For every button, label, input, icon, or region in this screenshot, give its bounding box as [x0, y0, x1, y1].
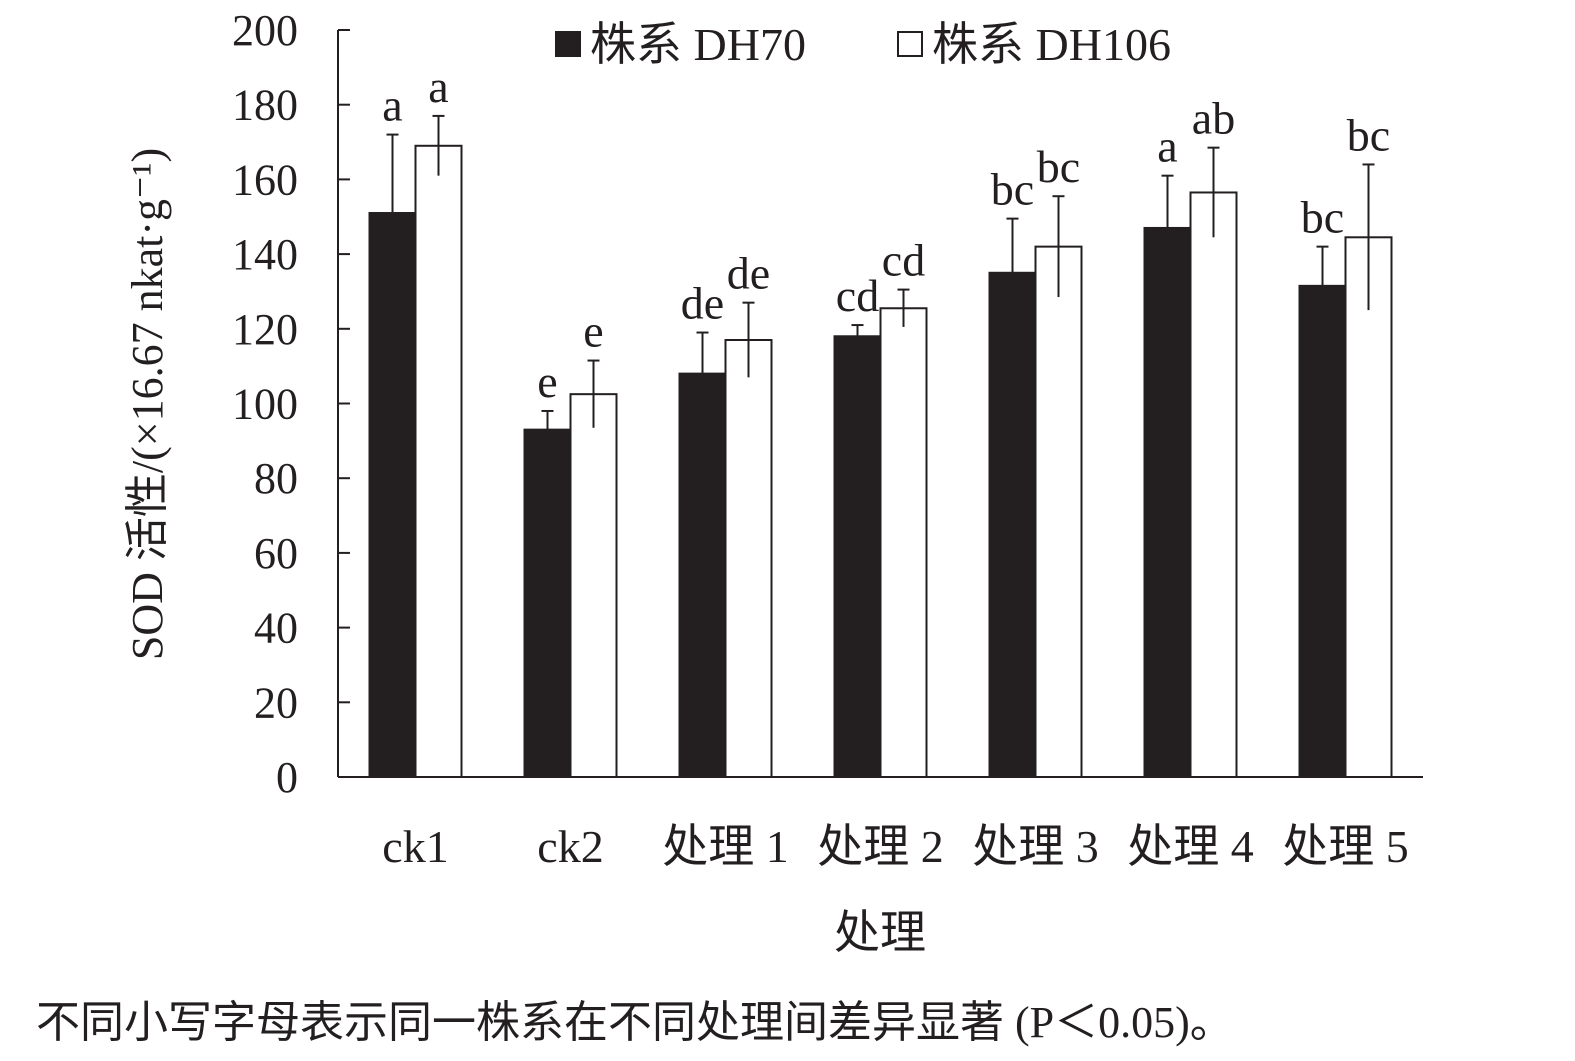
bar-dh106 — [1344, 236, 1393, 779]
x-tick-label: 处理 1 — [662, 821, 789, 872]
y-tick-label: 80 — [254, 454, 298, 503]
y-tick-label: 140 — [232, 230, 298, 279]
legend-label-dh106: 株系 DH106 — [932, 19, 1171, 70]
y-tick-label: 20 — [254, 678, 298, 727]
bar-dh70 — [1298, 284, 1347, 778]
significance-letter: bc — [1037, 141, 1080, 192]
y-tick-label: 0 — [276, 753, 298, 802]
y-ticks: 0 20 40 60 80 100 120 140 160 180 200 — [232, 6, 350, 802]
y-axis-label: SOD 活性/(×16.67 nkat·g⁻¹) — [123, 148, 172, 660]
legend: 株系 DH70 株系 DH106 — [555, 19, 1171, 70]
legend-label-dh70: 株系 DH70 — [590, 19, 806, 70]
significance-letter: bc — [1301, 192, 1344, 243]
bar-dh106 — [879, 307, 928, 778]
x-axis-label: 处理 — [834, 907, 926, 958]
significance-letter: e — [583, 306, 603, 357]
bar-dh106 — [724, 339, 773, 778]
bar-dh70 — [988, 271, 1037, 778]
significance-letter: bc — [991, 164, 1034, 215]
x-tick-label: ck2 — [537, 821, 603, 872]
x-tick-label: 处理 5 — [1282, 821, 1409, 872]
significance-letter: a — [428, 61, 448, 112]
legend-swatch-dh70 — [555, 31, 581, 57]
y-tick-label: 60 — [254, 529, 298, 578]
bar-dh70 — [1143, 226, 1192, 778]
significance-letter: a — [382, 80, 402, 131]
y-tick-label: 100 — [232, 380, 298, 429]
bar-dh70 — [368, 212, 417, 778]
significance-letter: de — [681, 278, 724, 329]
bar-dh70 — [833, 335, 882, 778]
legend-swatch-dh106 — [897, 31, 923, 57]
bar-dh106 — [1189, 191, 1238, 779]
significance-letter: cd — [882, 235, 925, 286]
y-tick-label: 200 — [232, 6, 298, 55]
x-tick-label: 处理 4 — [1127, 821, 1254, 872]
significance-letter: bc — [1347, 109, 1390, 160]
bar-dh106 — [1034, 245, 1083, 778]
significance-letter: a — [1157, 121, 1177, 172]
y-tick-label: 180 — [232, 81, 298, 130]
significance-letter: ab — [1192, 93, 1235, 144]
x-tick-label: 处理 3 — [972, 821, 1099, 872]
bar-dh70 — [678, 372, 727, 778]
bar-dh106 — [414, 144, 463, 779]
caption: 不同小写字母表示同一株系在不同处理间差异显著 (P＜0.05)。 — [36, 998, 1234, 1047]
y-tick-label: 160 — [232, 155, 298, 204]
bar-dh106 — [569, 393, 618, 778]
significance-letter: de — [727, 248, 770, 299]
y-tick-label: 40 — [254, 604, 298, 653]
significance-letter: e — [537, 356, 557, 407]
y-tick-label: 120 — [232, 305, 298, 354]
x-tick-labels: ck1 ck2 处理 1 处理 2 处理 3 处理 4 处理 5 — [382, 821, 1408, 872]
x-tick-label: ck1 — [382, 821, 448, 872]
significance-letter: cd — [836, 270, 879, 321]
bar-dh70 — [523, 428, 572, 778]
x-tick-label: 处理 2 — [817, 821, 944, 872]
